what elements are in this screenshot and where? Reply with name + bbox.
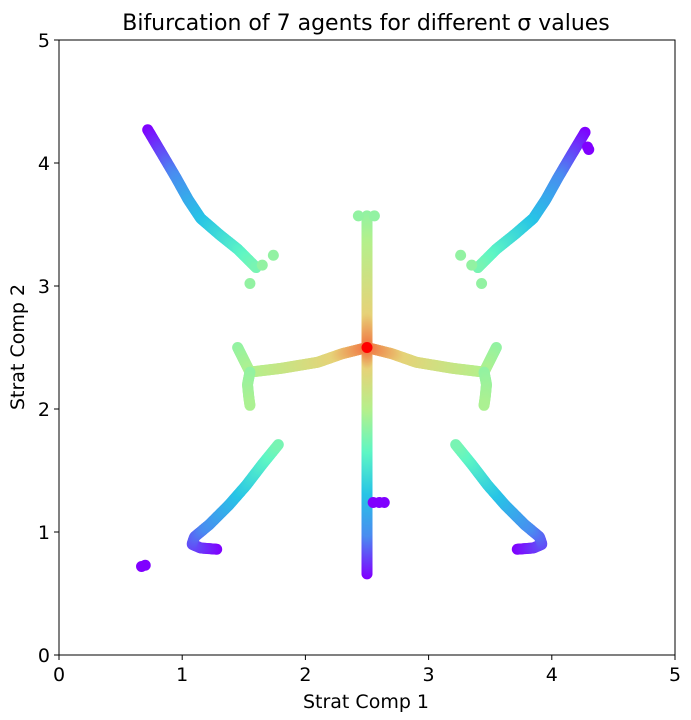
scatter-marks <box>136 124 595 580</box>
y-tick-label: 3 <box>38 276 50 298</box>
y-axis-label: Strat Comp 2 <box>7 284 29 410</box>
equilibrium-point <box>361 342 373 353</box>
x-tick-label: 4 <box>546 664 558 686</box>
y-axis-ticks: 0 1 2 3 4 5 <box>38 30 59 667</box>
x-axis-label: Strat Comp 1 <box>303 691 429 713</box>
x-tick-label: 3 <box>423 664 435 686</box>
isolated-point <box>455 249 467 261</box>
y-tick-label: 2 <box>38 399 50 421</box>
isolated-point <box>378 496 390 508</box>
x-axis-ticks: 0 1 2 3 4 5 <box>53 655 681 686</box>
x-tick-label: 0 <box>53 664 65 686</box>
isolated-point <box>368 210 380 222</box>
isolated-point <box>244 278 256 290</box>
branch-point-left-arm-drop <box>244 399 256 411</box>
y-tick-label: 4 <box>38 153 50 175</box>
isolated-point <box>256 259 268 271</box>
isolated-point <box>352 210 364 222</box>
chart-title: Bifurcation of 7 agents for different σ … <box>122 11 610 36</box>
branch-point-right-arm-drop <box>478 399 490 411</box>
branch-point-bottom-right <box>450 439 462 451</box>
branch-point-bottom-left <box>272 439 284 451</box>
x-tick-label: 1 <box>176 664 188 686</box>
isolated-point <box>139 559 151 571</box>
isolated-point <box>267 249 279 261</box>
isolated-point <box>582 141 594 153</box>
y-tick-label: 5 <box>38 30 50 52</box>
isolated-point <box>476 278 488 290</box>
y-tick-label: 0 <box>38 645 50 667</box>
x-tick-label: 2 <box>299 664 311 686</box>
plot-frame <box>58 39 676 656</box>
y-tick-label: 1 <box>38 522 50 544</box>
x-tick-label: 5 <box>669 664 681 686</box>
isolated-point <box>466 259 478 271</box>
